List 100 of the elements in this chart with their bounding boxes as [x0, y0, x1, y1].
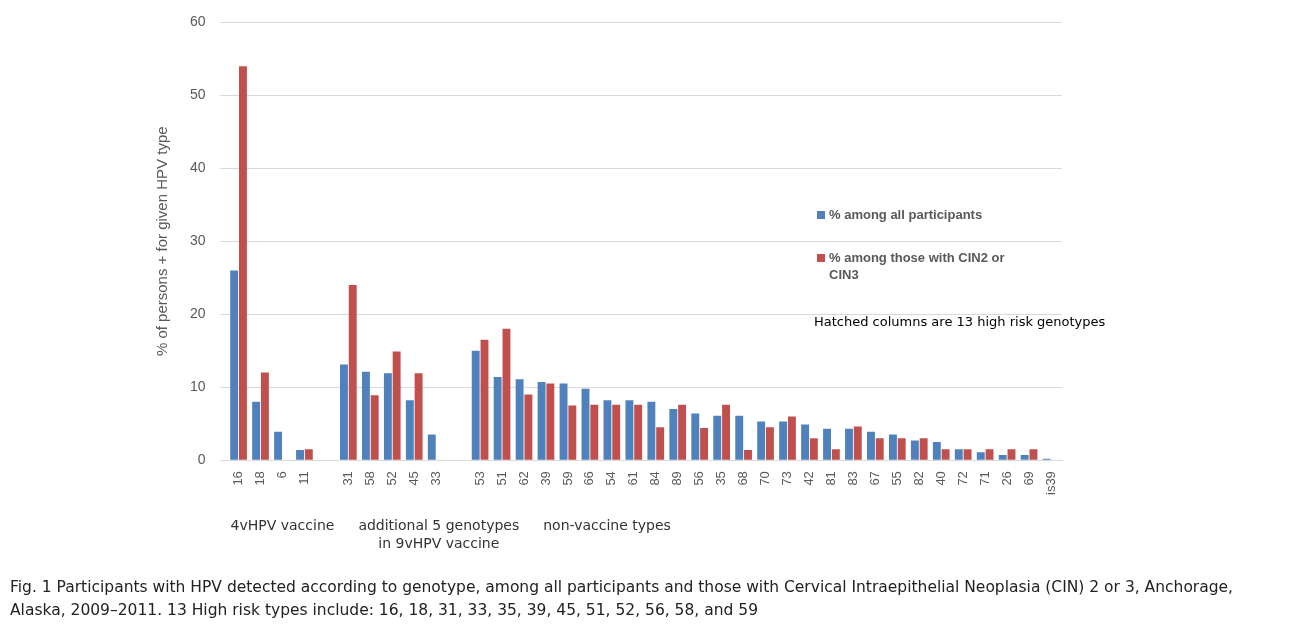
x-tick-label: is39 [1042, 471, 1058, 496]
x-tick-label: 53 [471, 471, 487, 486]
bar [787, 416, 796, 460]
x-tick-label: 82 [910, 471, 926, 486]
x-tick-label: 42 [801, 471, 817, 486]
bar [274, 431, 283, 460]
bar [304, 449, 313, 460]
bar [383, 373, 392, 460]
bar [823, 428, 831, 460]
bar [590, 404, 599, 460]
x-tick-label: 83 [844, 471, 860, 486]
x-tick-label: 54 [603, 471, 619, 486]
bar [414, 373, 423, 460]
x-tick-label: 6 [274, 471, 290, 479]
bar [757, 421, 766, 460]
bar [867, 431, 875, 460]
bar [612, 404, 621, 460]
bar [515, 379, 524, 460]
bar [502, 328, 511, 460]
y-tick-label: 0 [197, 451, 206, 468]
y-tick-label: 60 [189, 13, 206, 30]
bar [634, 404, 643, 460]
bar [1020, 455, 1029, 460]
bar [427, 434, 436, 460]
x-tick-label: 45 [405, 471, 421, 486]
bar [897, 438, 906, 460]
bar [669, 409, 678, 460]
x-tick-label: 66 [581, 471, 597, 486]
x-tick-label: 16 [230, 471, 246, 486]
bar [1029, 449, 1038, 460]
x-tick-label: 61 [625, 471, 641, 486]
bar [340, 364, 348, 460]
x-tick-label: 71 [976, 471, 992, 486]
x-tick-label: 72 [954, 471, 970, 486]
bar [910, 440, 919, 460]
bar [801, 424, 810, 460]
y-tick-label: 40 [189, 159, 206, 176]
x-tick-label: 62 [515, 471, 531, 486]
y-tick-label: 30 [189, 232, 206, 249]
y-tick-label: 50 [189, 86, 206, 103]
bar [230, 270, 239, 460]
x-tick-label: 39 [537, 471, 553, 486]
x-tick-label: 59 [559, 471, 575, 486]
x-tick-label: 89 [669, 471, 685, 486]
bar [963, 449, 972, 460]
x-tick-label: 81 [823, 471, 839, 486]
bar [985, 449, 994, 460]
x-tick-label: 35 [713, 471, 729, 486]
bar [744, 449, 752, 460]
legend-label: % among all participants [829, 206, 983, 222]
bar [779, 421, 788, 460]
x-tick-label: 11 [296, 471, 312, 485]
bar [603, 400, 612, 460]
x-tick-label: 55 [888, 471, 904, 486]
text: non-vaccine types [543, 517, 671, 534]
legend-label: % among those with CIN2 or CIN3 [829, 249, 1005, 282]
x-tick-label: 69 [1020, 471, 1036, 486]
bar [546, 383, 555, 460]
bar [260, 372, 269, 460]
bar [625, 400, 634, 460]
x-tick-label: 26 [998, 471, 1014, 486]
y-axis-title: % of persons + for given HPV type [153, 126, 171, 357]
annotation: Hatched columns are 13 high risk genotypes [814, 313, 1106, 329]
bar [348, 285, 357, 460]
bar [700, 428, 709, 460]
x-tick-label: 67 [866, 471, 882, 486]
x-tick-label: 68 [735, 471, 751, 486]
y-tick-label: 20 [189, 305, 206, 322]
text: additional 5 genotypes in 9vHPV vaccine [358, 517, 520, 552]
bar [735, 415, 744, 460]
x-tick-label: 31 [339, 471, 355, 486]
bar [568, 405, 577, 460]
bar [976, 452, 985, 460]
x-tick-label: 52 [383, 471, 399, 486]
bar [722, 404, 730, 460]
bar [766, 427, 774, 460]
y-tick-label: 10 [189, 378, 206, 395]
x-tick-label: 58 [361, 471, 377, 486]
bar [678, 404, 687, 460]
x-tick-label: 40 [932, 471, 948, 486]
bar [888, 434, 897, 460]
text: 4vHPV vaccine [230, 517, 335, 534]
bar [493, 376, 502, 460]
bar [954, 449, 963, 460]
bar [691, 413, 700, 460]
bar [713, 415, 722, 460]
bar [252, 401, 261, 460]
bar [524, 394, 533, 460]
bar [998, 455, 1007, 460]
x-tick-label: 51 [493, 471, 509, 486]
x-tick-label: 73 [779, 471, 795, 486]
bar [392, 351, 401, 460]
bar [296, 449, 304, 460]
bar [537, 382, 546, 460]
bar [875, 438, 884, 460]
bar [853, 426, 862, 460]
bar [932, 441, 941, 460]
bar [238, 66, 247, 460]
bar [471, 350, 480, 460]
bar [809, 438, 818, 460]
